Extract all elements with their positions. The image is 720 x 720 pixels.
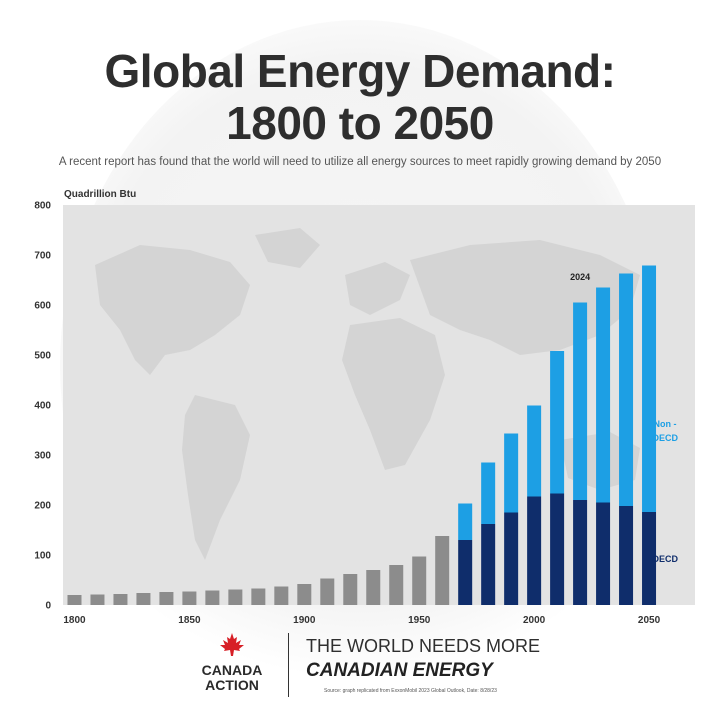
logo-text-line2: ACTION xyxy=(205,677,259,693)
legend-label-non-oecd: Non - xyxy=(654,419,677,429)
y-tick-label: 600 xyxy=(34,301,51,312)
bar-non-oecd xyxy=(619,273,634,506)
bar-non-oecd xyxy=(596,287,611,503)
footer-source-note: Source: graph replicated from ExxonMobil… xyxy=(324,688,497,694)
bar-oecd xyxy=(642,512,657,605)
bar-oecd xyxy=(573,500,588,605)
map-africa xyxy=(342,318,445,470)
y-tick-label: 300 xyxy=(34,451,51,462)
footer-divider xyxy=(288,633,289,697)
bar-historical xyxy=(274,586,289,605)
y-tick-label: 500 xyxy=(34,351,51,362)
map-greenland xyxy=(255,228,320,268)
logo-text-line1: CANADA xyxy=(201,662,263,678)
bar-non-oecd xyxy=(458,503,473,540)
bar-historical xyxy=(159,592,174,605)
bar-historical xyxy=(136,593,151,605)
bar-non-oecd xyxy=(504,433,519,513)
bar-historical xyxy=(67,595,82,605)
maple-leaf-icon xyxy=(220,633,244,656)
canada-action-logo: CANADA ACTION xyxy=(192,632,272,693)
y-tick-label: 400 xyxy=(34,401,51,412)
bar-historical xyxy=(320,578,335,605)
y-axis-unit-label: Quadrillion Btu xyxy=(64,189,136,200)
footer-tagline-bold: CANADIAN ENERGY xyxy=(306,660,493,681)
bar-non-oecd xyxy=(481,462,496,524)
bar-historical xyxy=(90,594,105,605)
page-title-line1: Global Energy Demand: xyxy=(104,45,616,97)
footer-tagline: THE WORLD NEEDS MORE xyxy=(306,636,541,656)
x-tick-label: 1850 xyxy=(178,615,201,626)
x-axis: 1800 1850 1900 1950 2000 2050 xyxy=(63,615,660,626)
bar-non-oecd xyxy=(527,405,542,497)
map-europe xyxy=(345,262,410,315)
y-tick-label: 100 xyxy=(34,551,51,562)
bar-historical xyxy=(389,565,404,605)
bar-oecd xyxy=(527,496,542,605)
bar-non-oecd xyxy=(550,351,565,494)
legend-label-oecd: OECD xyxy=(652,554,679,564)
x-tick-label: 2000 xyxy=(523,615,546,626)
bar-historical xyxy=(366,570,381,605)
y-tick-label: 200 xyxy=(34,501,51,512)
page-title-line2: 1800 to 2050 xyxy=(226,97,494,149)
bar-historical xyxy=(435,536,450,605)
legend-label-non-oecd-line2: OECD xyxy=(652,433,679,443)
x-tick-label: 1900 xyxy=(293,615,316,626)
bar-historical xyxy=(205,590,220,605)
bar-oecd xyxy=(458,540,473,605)
bar-historical xyxy=(182,591,197,605)
energy-demand-chart: 0 100 200 300 400 500 600 700 800 1800 1850 1900 19… xyxy=(34,189,695,626)
annotation-2024: 2024 xyxy=(570,272,590,282)
bar-historical xyxy=(297,584,312,605)
bar-oecd xyxy=(596,502,611,605)
x-tick-label: 2050 xyxy=(638,615,661,626)
map-south-america xyxy=(182,395,250,560)
bars-group xyxy=(67,265,657,605)
bar-historical xyxy=(113,594,128,605)
map-north-america xyxy=(95,245,250,375)
bar-non-oecd xyxy=(642,265,657,512)
bar-oecd xyxy=(550,493,565,605)
bar-historical xyxy=(228,589,243,605)
page-subtitle: A recent report has found that the world… xyxy=(58,156,662,168)
x-tick-label: 1800 xyxy=(63,615,86,626)
y-tick-label: 0 xyxy=(45,601,51,612)
x-tick-label: 1950 xyxy=(408,615,431,626)
bar-oecd xyxy=(504,512,519,605)
y-axis: 0 100 200 300 400 500 600 700 800 xyxy=(34,201,51,612)
bar-non-oecd xyxy=(573,302,588,500)
bar-historical xyxy=(251,588,266,605)
bar-historical xyxy=(412,556,427,605)
y-tick-label: 800 xyxy=(34,201,51,212)
bar-oecd xyxy=(619,506,634,605)
bar-oecd xyxy=(481,524,496,605)
y-tick-label: 700 xyxy=(34,251,51,262)
bar-historical xyxy=(343,574,358,605)
